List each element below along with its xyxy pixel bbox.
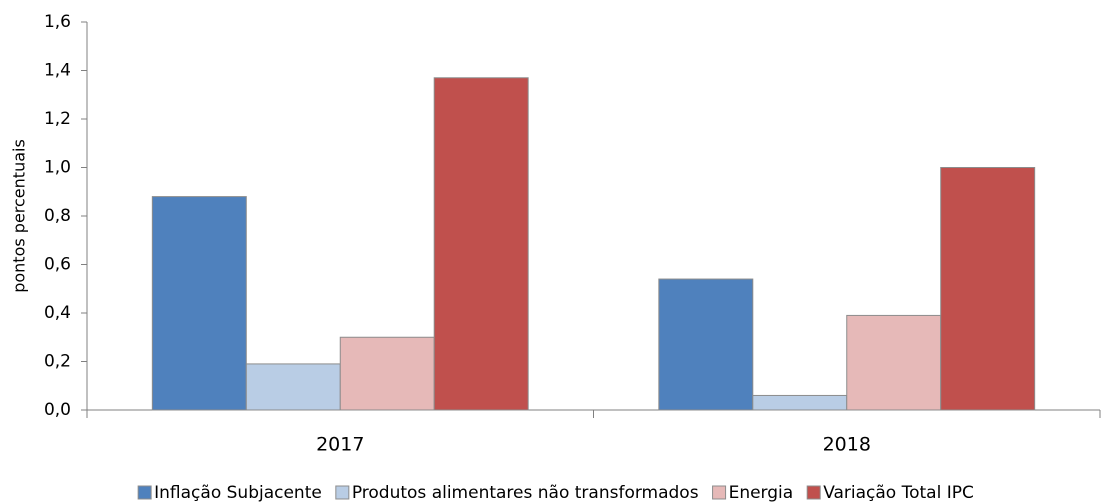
legend: Inflação Subjacente Produtos alimentares … [137,483,974,503]
bar [245,363,341,411]
bar [151,196,247,411]
x-tick-label: 2017 [316,434,364,456]
legend-label: Inflação Subjacente [154,483,322,503]
legend-swatch [806,485,821,500]
y-tick-label: 1,6 [44,12,71,32]
legend-label: Produtos alimentares não transformados [352,483,699,503]
bar [846,314,942,411]
legend-label: Energia [729,483,794,503]
bar [658,278,754,411]
y-tick-label: 0,2 [44,352,71,372]
y-tick-label: 1,2 [44,109,71,129]
legend-label: Variação Total IPC [823,483,974,503]
y-tick-label: 0,8 [44,206,71,226]
legend-swatch [335,485,350,500]
bar [339,336,435,411]
legend-swatch [712,485,727,500]
x-tick-label: 2018 [823,434,871,456]
y-tick-label: 0,0 [44,400,71,420]
y-tick-label: 1,4 [44,61,71,81]
bar [433,77,529,411]
y-tick-label: 0,6 [44,255,71,275]
bar [940,167,1036,411]
y-tick-label: 1,0 [44,158,71,178]
y-tick-label: 0,4 [44,303,71,323]
bar [752,394,848,411]
legend-swatch [137,485,152,500]
y-axis-label: pontos percentuais [10,139,29,293]
